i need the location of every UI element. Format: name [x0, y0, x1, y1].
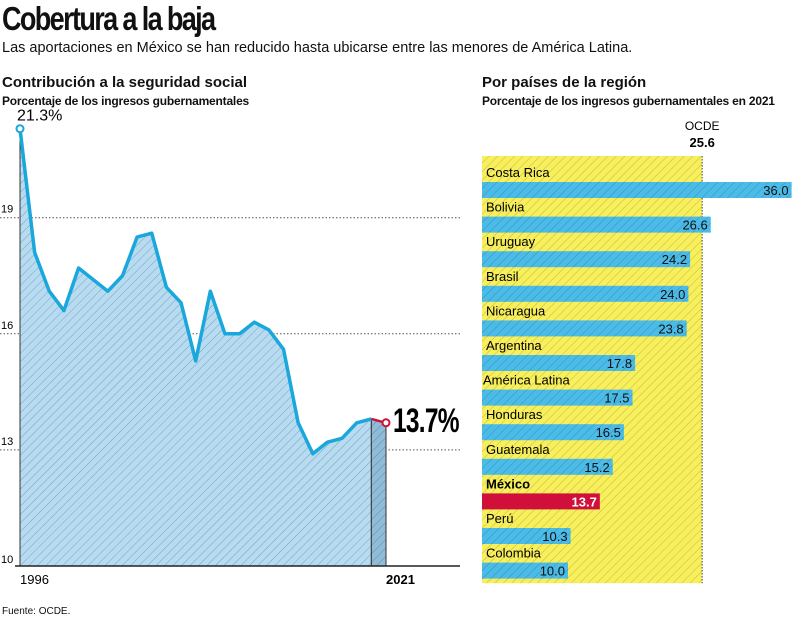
- bar-méxico: [482, 493, 600, 510]
- oecd-value: 25.6: [690, 135, 715, 150]
- end-label: 13.7%: [393, 402, 459, 440]
- bar-value-label: 24.0: [660, 287, 685, 302]
- bar-category-label: Uruguay: [486, 234, 536, 249]
- bar-chart-title: Por países de la región: [482, 74, 647, 91]
- bar-category-label: Nicaragua: [486, 303, 546, 318]
- bar-category-label: Guatemala: [486, 442, 550, 457]
- bar-perú: [482, 528, 571, 544]
- bar-argentina: [482, 355, 636, 371]
- bar-value-label: 23.8: [658, 321, 683, 336]
- y-tick-label: 13: [1, 436, 13, 448]
- oecd-label: OCDE: [685, 119, 720, 133]
- y-tick-label: 10: [1, 554, 13, 566]
- line-chart-subtitle: Porcentaje de los ingresos gubernamental…: [2, 94, 250, 108]
- bar-category-label: Perú: [486, 511, 513, 526]
- start-label: 21.3%: [17, 108, 62, 125]
- bar-guatemala: [482, 458, 613, 475]
- bar-value-label: 24.2: [662, 252, 687, 267]
- page-title: Cobertura a la baja: [2, 0, 216, 37]
- bar-category-label: Honduras: [486, 407, 543, 422]
- bar-value-label: 10.0: [540, 564, 565, 579]
- bar-value-label: 17.8: [607, 356, 632, 371]
- bar-value-label: 17.5: [604, 391, 629, 406]
- line-chart-title: Contribución a la seguridad social: [2, 74, 248, 91]
- end-marker: [381, 418, 391, 428]
- bar-value-label: 13.7: [572, 494, 597, 509]
- bar-bolivia: [482, 216, 711, 233]
- bar-colombia: [482, 562, 568, 579]
- bar-uruguay: [482, 251, 691, 268]
- source-note: Fuente: OCDE.: [2, 606, 71, 617]
- area-fill-last: [370, 418, 387, 567]
- bar-value-label: 26.6: [682, 218, 707, 233]
- bar-category-label: Bolivia: [486, 200, 525, 215]
- bar-brasil: [482, 285, 689, 302]
- bar-value-label: 36.0: [763, 183, 788, 198]
- x-tick-label: 1996: [20, 572, 49, 587]
- bar-costa-rica: [482, 182, 792, 198]
- bar-value-label: 10.3: [542, 529, 567, 544]
- bar-category-label: Argentina: [486, 338, 542, 353]
- bar-honduras: [482, 424, 624, 441]
- series-line: [18, 128, 372, 456]
- bar-category-label: México: [486, 476, 530, 491]
- bar-category-label: Colombia: [486, 546, 542, 561]
- y-tick-label: 19: [1, 204, 13, 216]
- bar-chart-subtitle: Porcentaje de los ingresos gubernamental…: [482, 94, 775, 108]
- bar-value-label: 16.5: [596, 425, 621, 440]
- bar-nicaragua: [482, 320, 687, 337]
- bar-category-label: Costa Rica: [486, 165, 550, 180]
- bar-category-label: Brasil: [486, 269, 519, 284]
- area-fill: [19, 128, 372, 567]
- bar-category-label: América Latina: [483, 373, 570, 388]
- page-subtitle: Las aportaciones en México se han reduci…: [2, 40, 633, 56]
- x-tick-label: 2021: [386, 572, 415, 587]
- bar-value-label: 15.2: [584, 460, 609, 475]
- bar-américa-latina: [482, 389, 633, 406]
- y-tick-label: 16: [1, 320, 13, 332]
- start-marker: [15, 124, 25, 134]
